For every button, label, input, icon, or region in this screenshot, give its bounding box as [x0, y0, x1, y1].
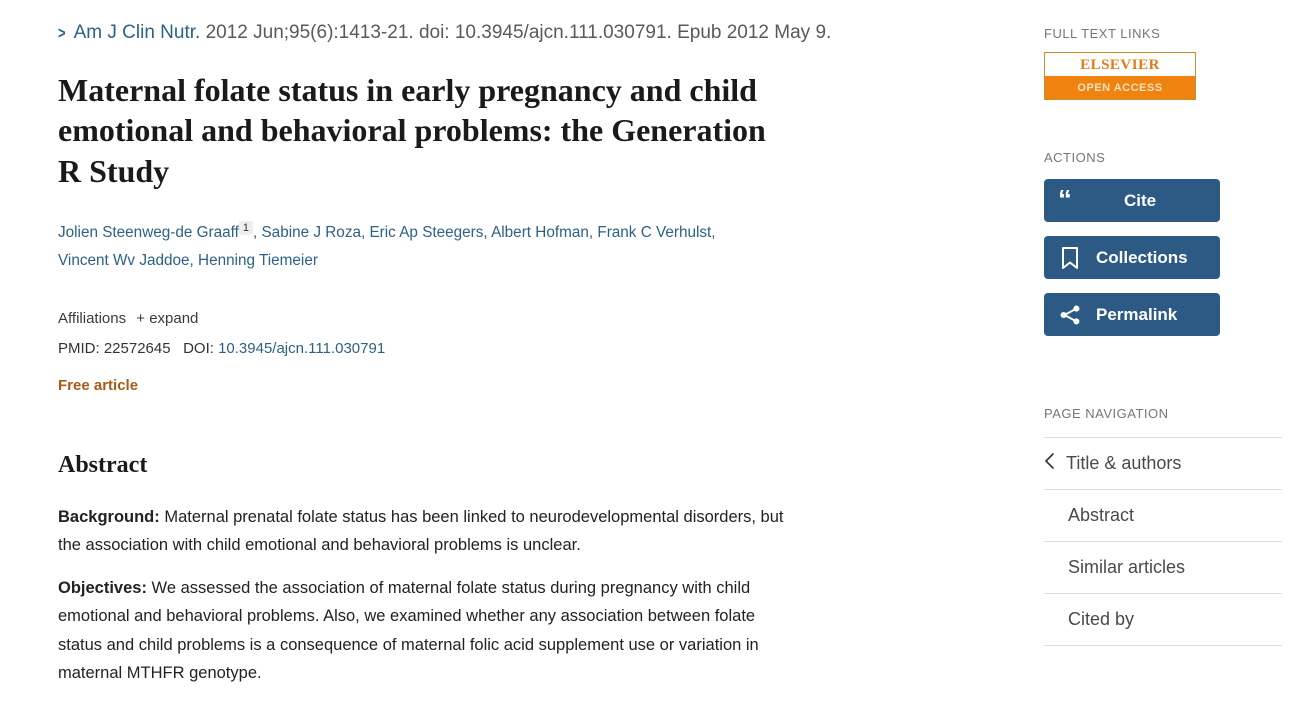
svg-text:“: “: [1058, 190, 1072, 212]
